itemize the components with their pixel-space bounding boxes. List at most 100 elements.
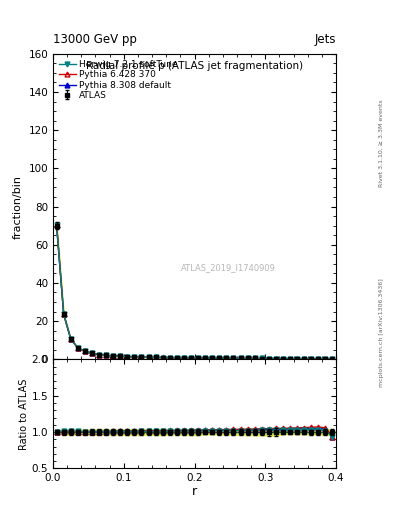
Pythia 6.428 370 bbox=[139, 354, 144, 360]
Herwig 7.2.1 softTune bbox=[167, 355, 172, 361]
Pythia 8.308 default bbox=[189, 355, 193, 361]
Pythia 6.428 370 bbox=[259, 355, 264, 361]
Herwig 7.2.1 softTune bbox=[266, 355, 271, 361]
Pythia 6.428 370 bbox=[252, 355, 257, 361]
Herwig 7.2.1 softTune bbox=[125, 353, 130, 359]
Herwig 7.2.1 softTune bbox=[238, 355, 243, 361]
Pythia 8.308 default bbox=[167, 355, 172, 361]
Pythia 8.308 default bbox=[132, 354, 137, 360]
Herwig 7.2.1 softTune bbox=[231, 355, 236, 361]
Herwig 7.2.1 softTune bbox=[302, 356, 307, 362]
Pythia 8.308 default bbox=[309, 356, 314, 362]
Pythia 8.308 default bbox=[196, 355, 200, 361]
Herwig 7.2.1 softTune bbox=[160, 354, 165, 360]
Pythia 6.428 370 bbox=[132, 354, 137, 360]
Herwig 7.2.1 softTune bbox=[210, 355, 215, 361]
Line: Herwig 7.2.1 softTune: Herwig 7.2.1 softTune bbox=[54, 222, 335, 361]
Pythia 6.428 370 bbox=[281, 355, 285, 361]
Herwig 7.2.1 softTune bbox=[189, 355, 193, 361]
Pythia 6.428 370 bbox=[118, 353, 123, 359]
Text: Jets: Jets bbox=[314, 33, 336, 46]
Herwig 7.2.1 softTune bbox=[203, 355, 208, 361]
Pythia 8.308 default bbox=[54, 222, 59, 228]
Pythia 8.308 default bbox=[302, 356, 307, 362]
Legend: Herwig 7.2.1 softTune, Pythia 6.428 370, Pythia 8.308 default, ATLAS: Herwig 7.2.1 softTune, Pythia 6.428 370,… bbox=[56, 56, 181, 104]
Pythia 6.428 370 bbox=[153, 354, 158, 360]
Pythia 6.428 370 bbox=[68, 336, 73, 342]
Herwig 7.2.1 softTune bbox=[217, 355, 222, 361]
Pythia 8.308 default bbox=[174, 355, 179, 361]
Pythia 6.428 370 bbox=[238, 355, 243, 361]
Text: 13000 GeV pp: 13000 GeV pp bbox=[53, 33, 137, 46]
Text: Rivet 3.1.10, ≥ 3.3M events: Rivet 3.1.10, ≥ 3.3M events bbox=[379, 99, 384, 187]
X-axis label: r: r bbox=[192, 485, 197, 498]
Pythia 8.308 default bbox=[182, 355, 186, 361]
Herwig 7.2.1 softTune bbox=[295, 356, 299, 362]
Pythia 6.428 370 bbox=[174, 355, 179, 361]
Pythia 8.308 default bbox=[217, 355, 222, 361]
Pythia 8.308 default bbox=[295, 356, 299, 362]
Pythia 8.308 default bbox=[139, 354, 144, 360]
Herwig 7.2.1 softTune bbox=[97, 351, 101, 357]
Herwig 7.2.1 softTune bbox=[146, 354, 151, 360]
Pythia 6.428 370 bbox=[309, 356, 314, 362]
Herwig 7.2.1 softTune bbox=[323, 356, 328, 362]
Pythia 8.308 default bbox=[104, 352, 108, 358]
Pythia 6.428 370 bbox=[266, 355, 271, 361]
Pythia 8.308 default bbox=[316, 356, 321, 362]
Pythia 6.428 370 bbox=[224, 355, 229, 361]
Herwig 7.2.1 softTune bbox=[111, 353, 116, 359]
Pythia 6.428 370 bbox=[167, 354, 172, 360]
Herwig 7.2.1 softTune bbox=[174, 355, 179, 361]
Herwig 7.2.1 softTune bbox=[316, 356, 321, 362]
Line: Pythia 6.428 370: Pythia 6.428 370 bbox=[54, 223, 335, 361]
Pythia 6.428 370 bbox=[196, 355, 200, 361]
Pythia 6.428 370 bbox=[302, 356, 307, 362]
Pythia 6.428 370 bbox=[210, 355, 215, 361]
Herwig 7.2.1 softTune bbox=[75, 345, 80, 351]
Pythia 8.308 default bbox=[118, 353, 123, 359]
Pythia 8.308 default bbox=[224, 355, 229, 361]
Text: mcplots.cern.ch [arXiv:1306.3436]: mcplots.cern.ch [arXiv:1306.3436] bbox=[379, 279, 384, 387]
Herwig 7.2.1 softTune bbox=[61, 311, 66, 317]
Line: Pythia 8.308 default: Pythia 8.308 default bbox=[54, 223, 335, 361]
Pythia 8.308 default bbox=[68, 336, 73, 342]
Herwig 7.2.1 softTune bbox=[83, 348, 87, 354]
Herwig 7.2.1 softTune bbox=[309, 356, 314, 362]
Pythia 6.428 370 bbox=[146, 354, 151, 360]
Pythia 6.428 370 bbox=[83, 348, 87, 354]
Pythia 8.308 default bbox=[238, 355, 243, 361]
Herwig 7.2.1 softTune bbox=[196, 355, 200, 361]
Pythia 6.428 370 bbox=[274, 355, 278, 361]
Pythia 8.308 default bbox=[266, 355, 271, 361]
Pythia 6.428 370 bbox=[160, 354, 165, 360]
Pythia 8.308 default bbox=[330, 356, 335, 362]
Pythia 6.428 370 bbox=[182, 355, 186, 361]
Herwig 7.2.1 softTune bbox=[182, 355, 186, 361]
Herwig 7.2.1 softTune bbox=[288, 355, 292, 361]
Herwig 7.2.1 softTune bbox=[90, 350, 94, 356]
Pythia 6.428 370 bbox=[111, 353, 116, 359]
Herwig 7.2.1 softTune bbox=[132, 354, 137, 360]
Pythia 6.428 370 bbox=[203, 355, 208, 361]
Pythia 6.428 370 bbox=[189, 355, 193, 361]
Pythia 8.308 default bbox=[153, 354, 158, 360]
Pythia 6.428 370 bbox=[104, 352, 108, 358]
Pythia 8.308 default bbox=[252, 355, 257, 361]
Pythia 8.308 default bbox=[281, 355, 285, 361]
Pythia 8.308 default bbox=[160, 354, 165, 360]
Pythia 6.428 370 bbox=[75, 345, 80, 351]
Herwig 7.2.1 softTune bbox=[274, 355, 278, 361]
Pythia 8.308 default bbox=[203, 355, 208, 361]
Herwig 7.2.1 softTune bbox=[330, 356, 335, 362]
Pythia 8.308 default bbox=[97, 351, 101, 357]
Herwig 7.2.1 softTune bbox=[54, 222, 59, 228]
Pythia 8.308 default bbox=[288, 355, 292, 361]
Herwig 7.2.1 softTune bbox=[68, 336, 73, 342]
Y-axis label: fraction/bin: fraction/bin bbox=[13, 175, 23, 239]
Herwig 7.2.1 softTune bbox=[153, 354, 158, 360]
Herwig 7.2.1 softTune bbox=[245, 355, 250, 361]
Text: ATLAS_2019_I1740909: ATLAS_2019_I1740909 bbox=[181, 263, 276, 272]
Herwig 7.2.1 softTune bbox=[259, 355, 264, 361]
Pythia 6.428 370 bbox=[245, 355, 250, 361]
